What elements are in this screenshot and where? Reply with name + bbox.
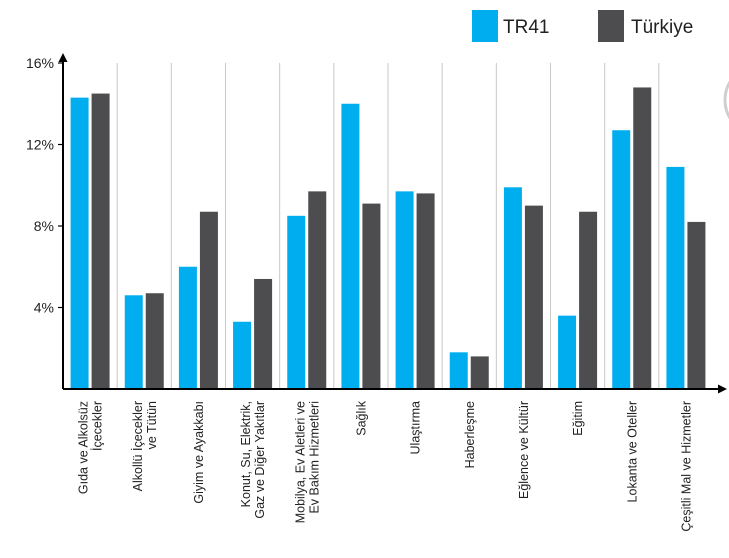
category-label: Haberleşme [463,401,477,468]
category-label: Alkollü İçecekler ve Tütün [131,401,159,491]
legend-swatch [598,10,624,42]
bar-TR41 [233,321,252,389]
legend-label: Türkiye [631,17,693,38]
bar-Türkiye [416,193,435,389]
category-label: Konut, Su, Elektrik, Gaz ve Diğer Yakıtla… [239,401,267,519]
bar-Türkiye [199,211,218,389]
bar-Türkiye [687,221,706,389]
category-label-line: Mobilya, Ev Aletleri ve [293,401,307,523]
category-label: Eğitim [571,401,585,436]
category-label: Mobilya, Ev Aletleri ve Ev Bakım Hizmetle… [293,401,321,523]
y-axis-arrow [58,53,68,62]
bar-TR41 [70,97,89,389]
category-label: Gıda ve Alkolsüz İçecekler [77,401,105,494]
category-label-line: Eğitim [571,401,585,436]
bar-TR41 [395,191,414,389]
bar-Türkiye [91,93,110,389]
category-label: Eğlence ve Kültür [517,401,531,499]
category-label-line: Lokanta ve Oteller [625,401,639,502]
bar-TR41 [666,166,685,389]
category-label-line: İçecekler [91,401,105,451]
bar-Türkiye [524,205,543,389]
category-label-line: Sağlık [354,400,368,435]
category-label: Ulaştırma [409,401,423,455]
category-label: Lokanta ve Oteller [625,401,639,502]
category-label-line: Eğlence ve Kültür [517,401,531,499]
category-label-line: Haberleşme [463,401,477,468]
bar-TR41 [612,130,631,390]
category-label-line: Gaz ve Diğer Yakıtlar [253,401,267,519]
bar-TR41 [449,352,468,389]
category-label-line: Çeşitli Mal ve Hizmetler [679,401,693,532]
category-label-line: Alkollü İçecekler [131,401,145,491]
category-label-line: Konut, Su, Elektrik, [239,401,253,507]
y-tick-label: 16% [26,55,54,71]
bar-Türkiye [362,203,381,389]
category-label: Sağlık [354,400,368,435]
category-label: Çeşitli Mal ve Hizmetler [679,401,693,532]
y-tick-label: 4% [34,300,54,316]
bar-TR41 [124,295,143,389]
bar-Türkiye [470,356,489,389]
category-label-line: ve Tütün [145,401,159,449]
y-tick-label: 8% [34,218,54,234]
bar-TR41 [503,187,522,389]
y-tick-label: 12% [26,137,54,153]
category-label-line: Gıda ve Alkolsüz [77,401,91,494]
x-axis-arrow [718,384,727,394]
bar-TR41 [287,215,306,389]
bar-Türkiye [308,191,327,389]
category-label-line: Giyim ve Ayakkabı [192,401,206,504]
category-label-line: Ev Bakım Hizmetleri [307,401,321,514]
bar-TR41 [341,103,360,389]
bar-Türkiye [254,278,273,389]
bar-Türkiye [145,293,164,389]
decorative-ring [723,80,729,120]
bar-TR41 [178,266,197,389]
bar-TR41 [558,315,577,389]
category-label: Giyim ve Ayakkabı [192,401,206,504]
category-label-line: Ulaştırma [409,401,423,455]
bar-Türkiye [633,87,652,389]
legend-swatch [472,10,498,42]
legend-label: TR41 [503,17,549,38]
bar-Türkiye [579,211,598,389]
